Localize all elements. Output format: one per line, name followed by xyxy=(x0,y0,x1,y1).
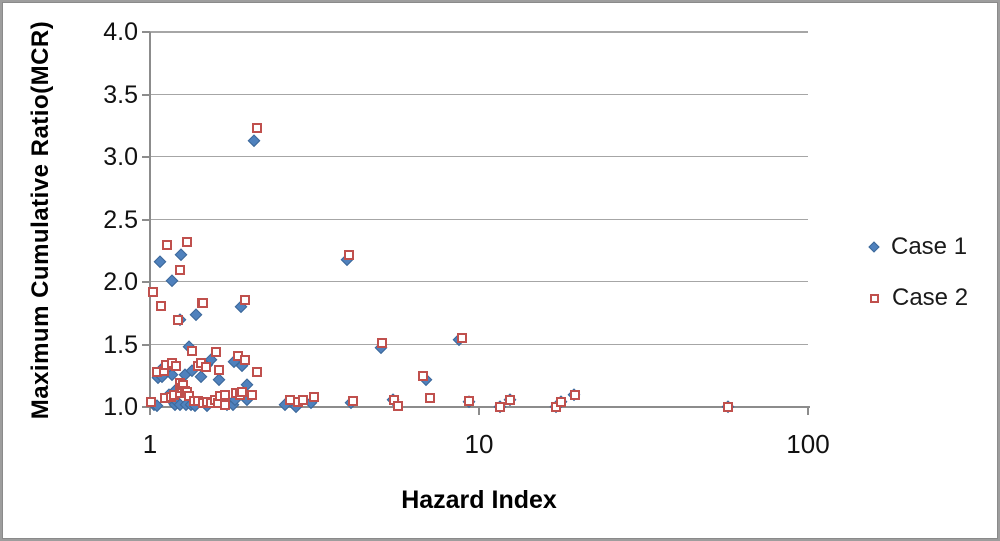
y-gridline xyxy=(150,156,808,157)
case-1-diamond-icon xyxy=(868,241,880,253)
data-point-case-2 xyxy=(211,347,222,357)
y-tick-label: 2.0 xyxy=(103,268,138,296)
data-point-case-2 xyxy=(213,364,224,375)
y-axis-tick xyxy=(142,281,150,283)
data-point-case-2 xyxy=(155,300,166,311)
x-tick-label: 100 xyxy=(786,429,830,459)
y-tick-label: 4.0 xyxy=(103,18,138,46)
y-axis-tick xyxy=(142,31,150,33)
data-point-case-2 xyxy=(251,123,262,134)
x-axis-line xyxy=(150,406,810,408)
data-point-case-2 xyxy=(201,362,212,372)
data-point-case-2 xyxy=(376,338,387,349)
y-gridline xyxy=(150,343,808,345)
data-point-case-2 xyxy=(298,394,309,405)
data-point-case-2 xyxy=(171,360,182,371)
data-point-case-2 xyxy=(246,389,257,400)
data-point-case-2 xyxy=(570,389,581,400)
data-point-case-1 xyxy=(174,247,188,262)
data-point-case-2 xyxy=(556,397,567,407)
data-point-case-2 xyxy=(308,392,319,402)
data-point-case-2 xyxy=(219,399,230,410)
x-axis-title: Hazard Index xyxy=(401,486,557,514)
legend-item-case-1: Case 1 xyxy=(868,232,968,262)
x-axis-tick xyxy=(807,407,809,415)
x-axis-tick xyxy=(478,407,480,415)
data-point-case-2 xyxy=(182,237,193,247)
y-gridline xyxy=(150,281,808,282)
legend-label-case-2: Case 2 xyxy=(892,284,969,311)
y-tick-label: 3.5 xyxy=(103,80,138,109)
data-point-case-1 xyxy=(165,274,180,288)
data-point-case-2 xyxy=(722,402,733,412)
data-point-case-2 xyxy=(425,393,436,404)
data-point-case-1 xyxy=(247,134,261,148)
data-point-case-2 xyxy=(186,345,197,356)
data-point-case-2 xyxy=(198,298,209,309)
case-2-open-square-icon xyxy=(870,293,879,303)
data-point-case-2 xyxy=(417,370,428,381)
y-axis-title: Maximum Cumulative Ratio(MCR) xyxy=(27,20,54,420)
data-point-case-2 xyxy=(392,400,403,411)
data-point-case-2 xyxy=(174,264,185,275)
x-axis-tick xyxy=(149,407,151,415)
y-tick-label: 1.5 xyxy=(103,330,138,359)
y-gridline xyxy=(150,218,808,220)
y-gridline xyxy=(150,93,808,95)
y-tick-label: 2.5 xyxy=(103,205,138,234)
y-gridline xyxy=(150,31,808,33)
data-point-case-2 xyxy=(239,294,250,305)
data-point-case-2 xyxy=(495,402,506,412)
legend-item-case-2: Case 2 xyxy=(870,283,968,313)
y-tick-label: 3.0 xyxy=(103,143,138,171)
data-point-case-2 xyxy=(239,354,250,365)
y-axis-tick xyxy=(142,218,150,221)
data-point-case-2 xyxy=(251,367,262,377)
data-point-case-2 xyxy=(219,389,230,400)
x-tick-label: 1 xyxy=(142,429,158,459)
y-tick-label: 1.0 xyxy=(103,393,138,421)
data-point-case-1 xyxy=(189,307,203,322)
data-point-case-2 xyxy=(162,239,173,250)
data-point-case-2 xyxy=(236,387,247,397)
data-point-case-2 xyxy=(344,249,355,260)
y-axis-line xyxy=(149,32,151,407)
y-axis-tick xyxy=(142,156,150,158)
data-point-case-2 xyxy=(463,395,474,406)
y-axis-tick xyxy=(142,343,150,346)
x-tick-label: 10 xyxy=(464,429,494,459)
data-point-case-2 xyxy=(457,333,468,344)
data-point-case-1 xyxy=(153,255,167,269)
data-point-case-2 xyxy=(347,395,358,406)
data-point-case-2 xyxy=(173,314,184,325)
data-point-case-2 xyxy=(147,287,158,297)
y-axis-tick xyxy=(142,406,150,408)
y-axis-tick xyxy=(142,93,150,96)
legend-label-case-1: Case 1 xyxy=(891,233,968,260)
data-point-case-2 xyxy=(146,397,157,407)
data-point-case-2 xyxy=(504,394,515,405)
data-point-case-1 xyxy=(212,372,226,387)
